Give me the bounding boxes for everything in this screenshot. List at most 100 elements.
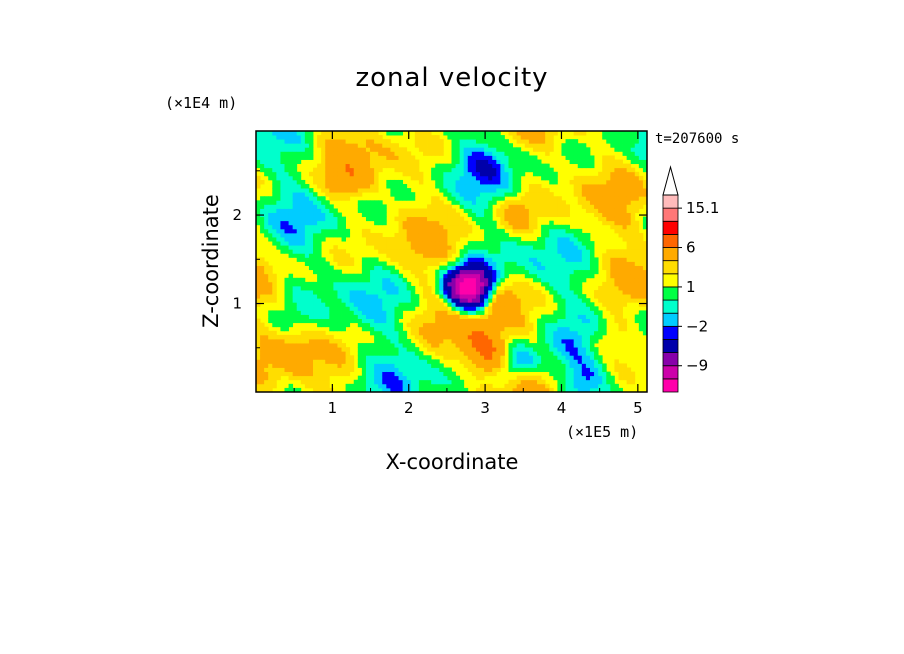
field-cell bbox=[585, 273, 591, 279]
field-cell bbox=[537, 171, 542, 177]
field-cell bbox=[272, 314, 277, 319]
field-cell bbox=[585, 151, 591, 156]
field-cell bbox=[451, 216, 456, 222]
field-cell bbox=[402, 163, 408, 169]
field-cell bbox=[374, 294, 379, 299]
field-cell bbox=[386, 351, 391, 356]
field-cell bbox=[304, 200, 310, 205]
field-cell bbox=[337, 159, 342, 165]
field-cell bbox=[317, 367, 322, 373]
field-cell bbox=[406, 151, 412, 156]
field-cell bbox=[406, 371, 412, 377]
field-cell bbox=[357, 290, 363, 295]
field-cell bbox=[447, 351, 452, 356]
field-cell bbox=[598, 188, 603, 193]
field-cell bbox=[321, 294, 326, 299]
field-cell bbox=[614, 387, 619, 392]
field-cell bbox=[455, 334, 461, 340]
field-cell bbox=[333, 212, 338, 218]
field-cell bbox=[451, 208, 456, 213]
field-cell bbox=[475, 387, 481, 392]
field-cell bbox=[410, 383, 416, 389]
field-cell bbox=[276, 131, 281, 136]
field-cell bbox=[463, 147, 469, 152]
field-cell bbox=[284, 334, 289, 340]
field-cell bbox=[435, 232, 440, 238]
field-cell bbox=[268, 200, 273, 205]
field-cell bbox=[496, 245, 501, 250]
field-cell bbox=[308, 371, 314, 377]
field-cell bbox=[280, 220, 285, 226]
field-cell bbox=[329, 294, 334, 299]
field-cell bbox=[520, 298, 526, 303]
field-cell bbox=[585, 269, 591, 275]
field-cell bbox=[484, 175, 489, 181]
field-cell bbox=[484, 163, 489, 169]
field-cell bbox=[394, 318, 399, 324]
field-cell bbox=[455, 347, 461, 352]
field-cell bbox=[528, 257, 534, 262]
field-cell bbox=[406, 212, 412, 218]
field-cell bbox=[610, 306, 615, 311]
field-cell bbox=[268, 290, 273, 295]
field-cell bbox=[496, 290, 501, 295]
field-cell bbox=[589, 387, 595, 392]
field-cell bbox=[451, 330, 456, 336]
field-cell bbox=[321, 143, 326, 148]
field-cell bbox=[459, 318, 465, 324]
field-cell bbox=[427, 131, 432, 136]
field-cell bbox=[553, 269, 558, 275]
field-cell bbox=[463, 163, 469, 169]
field-cell bbox=[418, 281, 424, 287]
field-cell bbox=[528, 298, 534, 303]
field-cell bbox=[577, 363, 583, 368]
field-cell bbox=[508, 204, 513, 209]
field-cell bbox=[467, 334, 473, 340]
field-cell bbox=[304, 338, 310, 344]
field-cell bbox=[308, 224, 314, 230]
field-cell bbox=[447, 314, 452, 319]
field-cell bbox=[394, 290, 399, 295]
field-cell bbox=[630, 131, 636, 136]
field-cell bbox=[565, 269, 571, 275]
field-cell bbox=[642, 200, 647, 205]
field-cell bbox=[598, 298, 603, 303]
field-cell bbox=[357, 179, 363, 185]
field-cell bbox=[565, 212, 571, 218]
field-cell bbox=[406, 363, 412, 368]
field-cell bbox=[345, 147, 351, 152]
field-cell bbox=[300, 363, 306, 368]
field-cell bbox=[467, 298, 473, 303]
field-cell bbox=[537, 249, 542, 254]
field-cell bbox=[524, 387, 530, 392]
field-cell bbox=[549, 281, 554, 287]
field-cell bbox=[484, 212, 489, 218]
field-cell bbox=[594, 338, 599, 344]
field-cell bbox=[451, 334, 456, 340]
field-cell bbox=[455, 302, 461, 307]
field-cell bbox=[313, 175, 318, 181]
contour-field bbox=[256, 131, 647, 392]
field-cell bbox=[443, 347, 448, 352]
field-cell bbox=[365, 232, 371, 238]
field-cell bbox=[589, 347, 595, 352]
field-cell bbox=[569, 151, 575, 156]
field-cell bbox=[272, 322, 277, 328]
field-cell bbox=[378, 298, 383, 303]
field-cell bbox=[541, 175, 546, 181]
field-cell bbox=[374, 355, 379, 360]
field-cell bbox=[308, 314, 314, 319]
field-cell bbox=[357, 135, 363, 140]
field-cell bbox=[561, 294, 566, 299]
field-cell bbox=[333, 249, 338, 254]
field-cell bbox=[333, 290, 338, 295]
field-cell bbox=[325, 314, 330, 319]
field-cell bbox=[398, 285, 404, 291]
field-cell bbox=[300, 192, 306, 197]
field-cell bbox=[622, 249, 628, 254]
field-cell bbox=[390, 179, 395, 185]
field-cell bbox=[361, 306, 367, 311]
field-cell bbox=[549, 192, 554, 197]
field-cell bbox=[378, 343, 383, 348]
field-cell bbox=[353, 167, 359, 173]
